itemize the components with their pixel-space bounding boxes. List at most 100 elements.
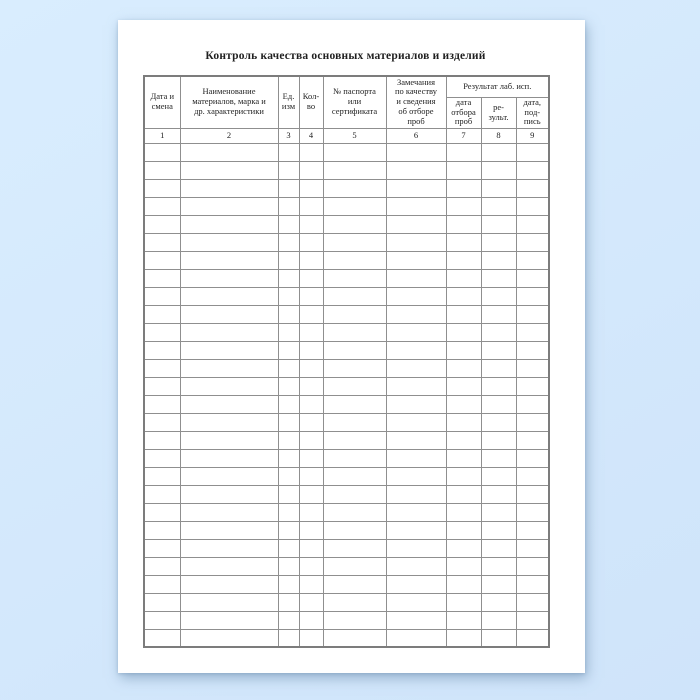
table-cell xyxy=(385,196,447,216)
table-cell xyxy=(445,376,482,396)
table-cell xyxy=(298,466,324,486)
table-cell xyxy=(298,376,324,396)
table-cell xyxy=(480,340,517,360)
table-row xyxy=(143,484,550,504)
table-cell xyxy=(179,214,279,234)
table-cell xyxy=(143,286,181,306)
table-cell xyxy=(480,448,517,468)
table-cell xyxy=(445,628,482,648)
table-cell xyxy=(298,628,324,648)
table-cell xyxy=(445,178,482,198)
table-cell xyxy=(298,286,324,306)
table-cell xyxy=(480,232,517,252)
table-cell xyxy=(322,358,387,378)
table-cell xyxy=(480,430,517,450)
table-cell xyxy=(385,502,447,522)
table-cell xyxy=(143,268,181,288)
header-cell-7: дата отбора проб xyxy=(445,96,482,129)
table-cell xyxy=(322,628,387,648)
table-cell xyxy=(277,610,300,630)
table-cell xyxy=(277,628,300,648)
table-cell xyxy=(277,340,300,360)
header-cell-3: Ед. изм xyxy=(277,75,300,129)
table-row xyxy=(143,430,550,450)
table-cell xyxy=(445,574,482,594)
table-cell xyxy=(143,592,181,612)
table-cell xyxy=(322,304,387,324)
table-cell xyxy=(179,484,279,504)
table-cell xyxy=(322,610,387,630)
table-cell xyxy=(143,484,181,504)
table-cell xyxy=(515,214,550,234)
table-cell xyxy=(277,142,300,162)
table-cell xyxy=(385,574,447,594)
header-cell-9: дата, под- пись xyxy=(515,96,550,129)
table-cell xyxy=(277,322,300,342)
table-cell xyxy=(298,520,324,540)
table-cell xyxy=(322,286,387,306)
table-cell xyxy=(322,376,387,396)
table-cell xyxy=(445,160,482,180)
page-title: Контроль качества основных материалов и … xyxy=(205,50,486,62)
table-cell xyxy=(298,592,324,612)
table-cell xyxy=(480,628,517,648)
table-cell xyxy=(277,196,300,216)
header-cell-2: Наименование материалов, марка и др. хар… xyxy=(179,75,279,129)
column-number-4: 4 xyxy=(298,127,324,144)
table-cell xyxy=(298,196,324,216)
table-cell xyxy=(480,268,517,288)
table-row xyxy=(143,412,550,432)
table-cell xyxy=(179,286,279,306)
table-cell xyxy=(480,574,517,594)
table-cell xyxy=(143,376,181,396)
table-cell xyxy=(179,448,279,468)
table-cell xyxy=(480,322,517,342)
table-cell xyxy=(277,214,300,234)
table-cell xyxy=(143,214,181,234)
table-cell xyxy=(322,430,387,450)
table-cell xyxy=(385,358,447,378)
table-cell xyxy=(385,538,447,558)
table-cell xyxy=(277,448,300,468)
table-cell xyxy=(480,250,517,270)
table-cell xyxy=(445,520,482,540)
table-cell xyxy=(515,376,550,396)
table-cell xyxy=(179,574,279,594)
table-cell xyxy=(143,178,181,198)
table-row xyxy=(143,358,550,378)
table-cell xyxy=(298,160,324,180)
table-cell xyxy=(515,322,550,342)
table-cell xyxy=(298,502,324,522)
table-cell xyxy=(143,466,181,486)
header-cell-6: Замечания по качеству и сведения об отбо… xyxy=(385,75,447,129)
table-cell xyxy=(385,484,447,504)
table-body xyxy=(143,142,550,648)
table-cell xyxy=(277,412,300,432)
table-cell xyxy=(277,358,300,378)
table-cell xyxy=(322,448,387,468)
table-cell xyxy=(298,322,324,342)
table-cell xyxy=(445,268,482,288)
table-cell xyxy=(515,592,550,612)
table-cell xyxy=(277,178,300,198)
table-cell xyxy=(277,232,300,252)
table-cell xyxy=(143,538,181,558)
table-cell xyxy=(515,178,550,198)
table-cell xyxy=(143,160,181,180)
header-cell-4: Кол- во xyxy=(298,75,324,129)
table-cell xyxy=(480,502,517,522)
table-cell xyxy=(445,556,482,576)
table-cell xyxy=(480,538,517,558)
table-cell xyxy=(445,592,482,612)
table-cell xyxy=(298,268,324,288)
table-cell xyxy=(143,574,181,594)
table-cell xyxy=(515,574,550,594)
table-row xyxy=(143,502,550,522)
table-cell xyxy=(445,394,482,414)
table-cell xyxy=(480,178,517,198)
table-cell xyxy=(385,142,447,162)
table-cell xyxy=(445,448,482,468)
table-cell xyxy=(445,286,482,306)
table-cell xyxy=(515,412,550,432)
table-cell xyxy=(385,412,447,432)
